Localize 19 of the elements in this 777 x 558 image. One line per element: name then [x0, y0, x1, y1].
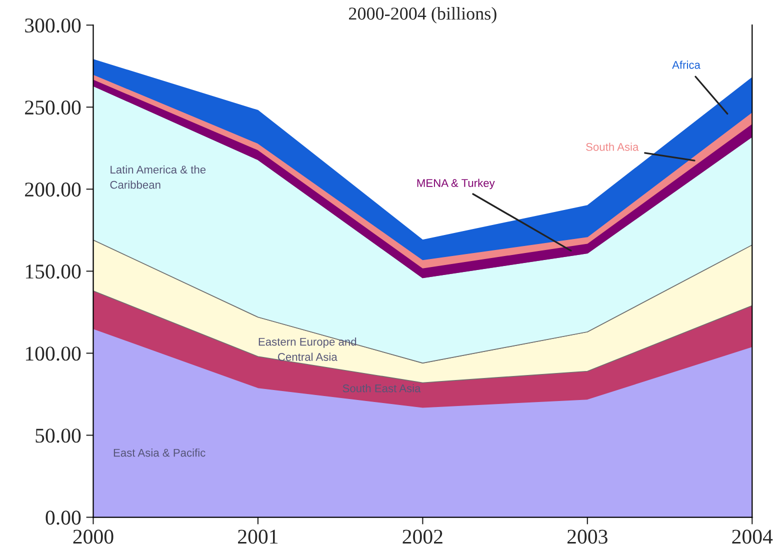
y-tick-label: 100.00	[26, 346, 81, 361]
text: MENA & Turkey	[417, 178, 495, 190]
text: South Asia	[586, 142, 639, 151]
y-tick-label: 50.00	[36, 428, 81, 443]
y-tick-label: 0.00	[46, 510, 81, 525]
y-tick-label: 300.00	[25, 18, 81, 33]
series-label: Latin America & the Caribbean	[110, 165, 206, 189]
text: Africa	[672, 60, 700, 69]
y-tick-label: 250.00	[25, 100, 81, 115]
x-tick-label: 2002	[402, 530, 442, 544]
x-tick-label: 2001	[238, 530, 278, 544]
y-tick-label: 200.00	[25, 182, 81, 197]
series-label: East Asia & Pacific	[114, 448, 206, 457]
x-tick-label: 2004	[732, 530, 773, 544]
y-tick-label: 150.00	[26, 264, 81, 279]
x-tick-label: 2000	[73, 530, 114, 544]
series-label: South East Asia	[342, 384, 421, 392]
x-tick-label: 2003	[567, 530, 608, 544]
chart-title: 2000-2004 (billions)	[349, 7, 496, 24]
